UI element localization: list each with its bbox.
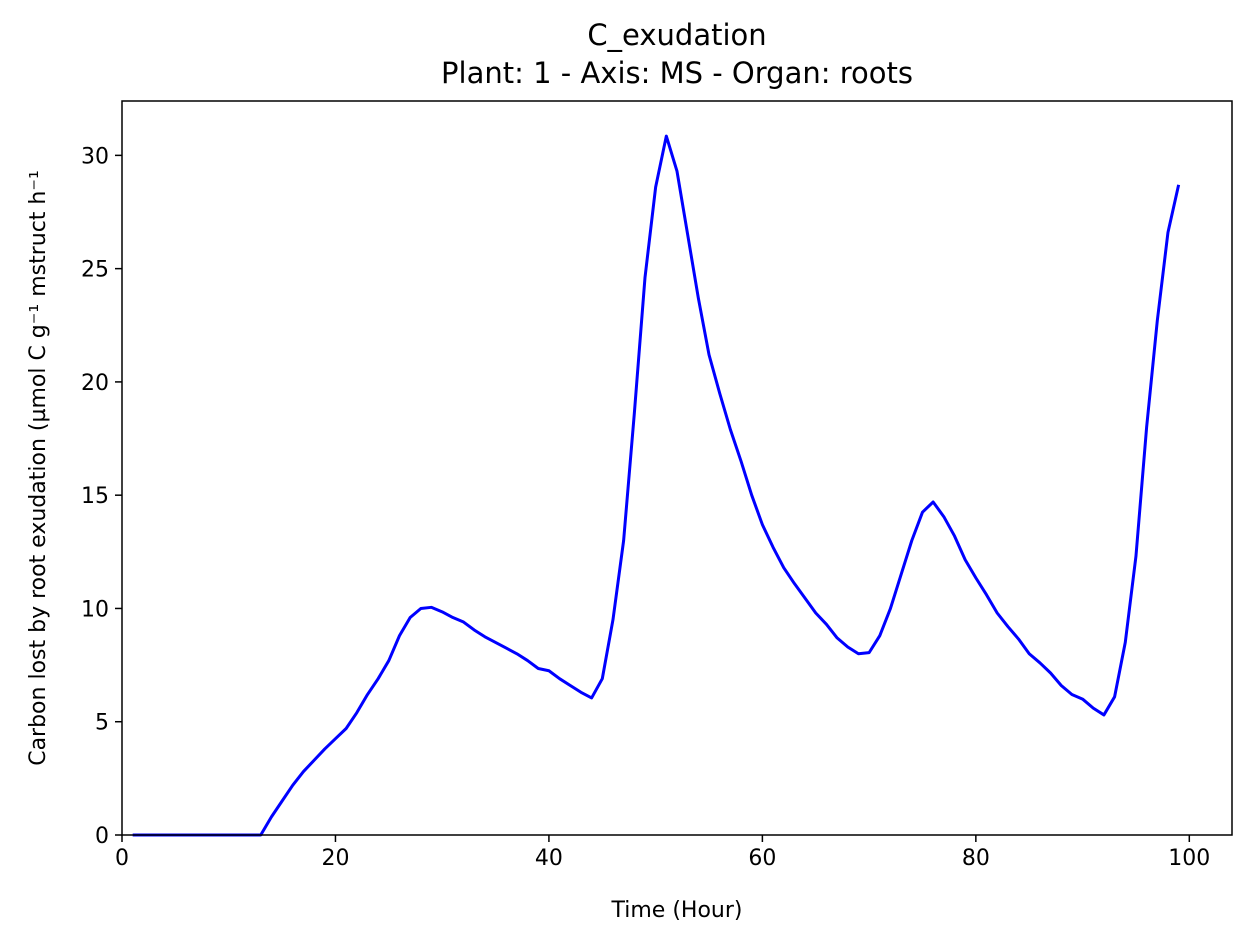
y-tick-label: 25 [81, 258, 109, 283]
chart-subtitle: Plant: 1 - Axis: MS - Organ: roots [441, 56, 913, 90]
chart-title: C_exudation [587, 18, 766, 52]
plot-area: 0 20 40 60 80 100 0 5 10 15 20 25 30 [81, 100, 1233, 871]
x-tick-label: 0 [115, 846, 129, 871]
plot-frame [121, 100, 1233, 836]
x-tick-label: 100 [1168, 846, 1210, 871]
x-tick-label: 40 [535, 846, 563, 871]
x-tick-label: 20 [321, 846, 349, 871]
y-axis-label: Carbon lost by root exudation (µmol C g⁻… [26, 170, 51, 766]
x-tick-label: 80 [962, 846, 990, 871]
y-tick-label: 10 [81, 597, 109, 622]
y-tick-label: 30 [81, 144, 109, 169]
x-axis-label: Time (Hour) [611, 898, 743, 923]
y-tick-label: 20 [81, 371, 109, 396]
x-tick-label: 60 [748, 846, 776, 871]
y-tick-label: 0 [95, 824, 109, 849]
y-tick-label: 15 [81, 484, 109, 509]
y-tick-label: 5 [95, 711, 109, 736]
series-line [132, 134, 1181, 837]
